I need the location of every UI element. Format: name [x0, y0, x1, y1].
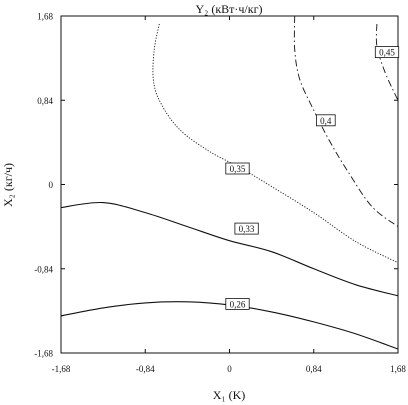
y-tick-label: -1,68	[34, 349, 53, 359]
contour-label-box	[225, 162, 250, 175]
x-axis-label: X₁ (K)	[213, 388, 246, 402]
contour-label: 0,26	[230, 299, 246, 309]
y-axis: 1,68 0,84 0 -0,84 -1,68	[34, 12, 398, 359]
contour-line	[60, 201, 399, 297]
y-tick-label: 0	[49, 180, 54, 190]
y-tick-label: 0,84	[37, 96, 53, 106]
x-tick-label: 0,84	[306, 364, 322, 374]
chart-title: Y₂ (кВт·ч/кг)	[195, 2, 262, 16]
contour-labels: 0,26 0,33 0,35 0,4 0,45	[225, 46, 400, 310]
y-tick-label: -0,84	[34, 264, 53, 274]
contour-label: 0,33	[239, 224, 255, 234]
contour-label: 0,45	[379, 48, 395, 58]
x-tick-label: -0,84	[136, 364, 155, 374]
x-axis: -1,68 -0,84 0 0,84 1,68	[52, 16, 406, 374]
contour-label-box	[315, 114, 336, 127]
contour-label-box	[234, 222, 259, 235]
x-tick-label: 0	[227, 364, 232, 374]
contour-label-box	[225, 297, 250, 310]
contour-line	[293, 15, 399, 227]
contour-label: 0,4	[320, 116, 332, 126]
contour-line	[375, 23, 399, 101]
x-tick-label: -1,68	[52, 364, 71, 374]
y-axis-label: X₂ (кг/ч)	[1, 163, 15, 207]
contour-label-box	[374, 46, 400, 58]
contour-label: 0,35	[230, 164, 246, 174]
contour-line	[152, 23, 399, 264]
x-tick-label: 1,68	[390, 364, 406, 374]
y-tick-label: 1,68	[37, 12, 53, 22]
